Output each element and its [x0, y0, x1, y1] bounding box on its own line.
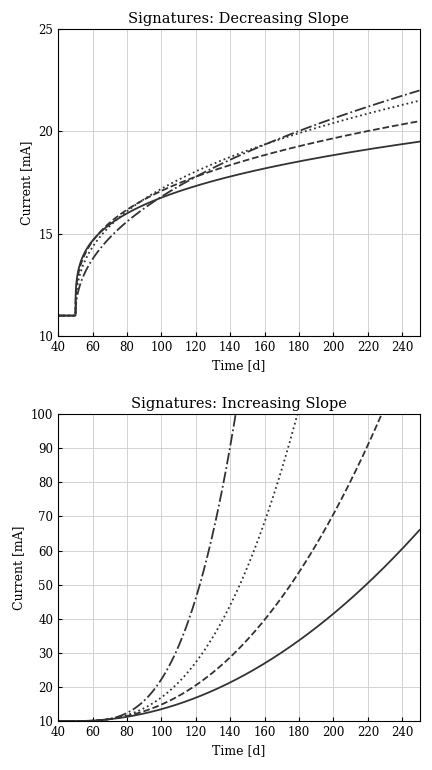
Y-axis label: Current [mA]: Current [mA]	[13, 525, 25, 610]
X-axis label: Time [d]: Time [d]	[212, 745, 266, 758]
Title: Signatures: Increasing Slope: Signatures: Increasing Slope	[131, 397, 347, 411]
Y-axis label: Current [mA]: Current [mA]	[20, 140, 33, 225]
Title: Signatures: Decreasing Slope: Signatures: Decreasing Slope	[128, 12, 349, 26]
X-axis label: Time [d]: Time [d]	[212, 360, 266, 373]
